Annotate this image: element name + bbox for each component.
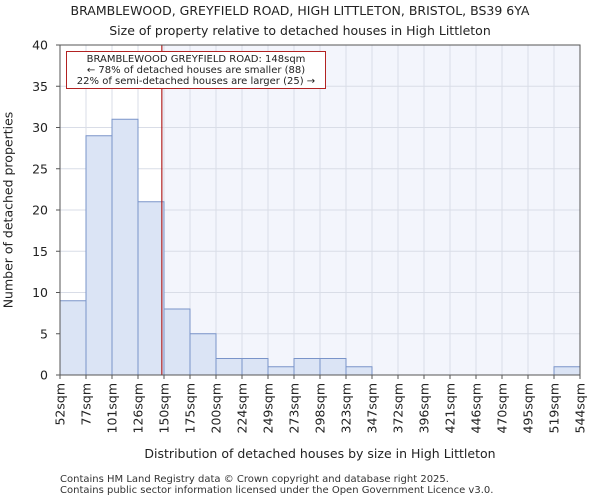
histogram-bar: [345, 366, 373, 376]
histogram-bar: [189, 333, 217, 376]
footer-line-2: Contains public sector information licen…: [60, 485, 494, 496]
histogram-bar: [553, 366, 581, 376]
property-annotation-box: BRAMBLEWOOD GREYFIELD ROAD: 148sqm ← 78%…: [66, 51, 326, 89]
chart-title: BRAMBLEWOOD, GREYFIELD ROAD, HIGH LITTLE…: [70, 3, 530, 18]
x-tick-label: 175sqm: [183, 383, 198, 433]
x-tick-label: 323sqm: [339, 383, 354, 433]
x-tick-label: 372sqm: [391, 383, 406, 433]
x-tick-label: 273sqm: [287, 383, 302, 433]
x-tick-label: 396sqm: [417, 383, 432, 433]
histogram-bar: [293, 358, 321, 376]
histogram-bar: [59, 300, 87, 376]
histogram-bar: [241, 358, 269, 376]
x-tick-label: 347sqm: [365, 383, 380, 433]
x-tick-label: 77sqm: [79, 383, 94, 426]
title-block: BRAMBLEWOOD, GREYFIELD ROAD, HIGH LITTLE…: [0, 0, 600, 41]
y-tick-label: 5: [40, 326, 48, 341]
annotation-line-1: BRAMBLEWOOD GREYFIELD ROAD: 148sqm: [86, 54, 306, 65]
x-tick-label: 126sqm: [131, 383, 146, 433]
histogram-bar: [215, 358, 243, 376]
x-axis-title: Distribution of detached houses by size …: [144, 446, 495, 461]
x-tick-label: 446sqm: [469, 383, 484, 433]
x-tick-label: 200sqm: [209, 383, 224, 433]
y-tick-label: 25: [32, 161, 48, 176]
y-tick-label: 10: [32, 285, 48, 300]
histogram-bar: [111, 118, 139, 376]
histogram-bar: [85, 135, 113, 376]
histogram-bar: [267, 366, 295, 376]
x-tick-label: 224sqm: [235, 383, 250, 433]
x-tick-label: 519sqm: [547, 383, 562, 433]
annotation-line-3: 22% of semi-detached houses are larger (…: [76, 76, 316, 87]
histogram-bar: [137, 201, 165, 376]
y-axis-title: Number of detached properties: [0, 111, 16, 309]
x-tick-label: 298sqm: [313, 383, 328, 433]
x-tick-label: 52sqm: [53, 383, 68, 426]
histogram-bar: [319, 358, 347, 376]
footer-line-1: Contains HM Land Registry data © Crown c…: [60, 474, 449, 485]
annotation-line-2: ← 78% of detached houses are smaller (88…: [86, 65, 306, 76]
x-tick-label: 495sqm: [521, 383, 536, 433]
y-tick-label: 35: [32, 79, 48, 94]
x-tick-label: 421sqm: [443, 383, 458, 433]
x-tick-label: 249sqm: [261, 383, 276, 433]
attribution-footer: Contains HM Land Registry data © Crown c…: [60, 474, 493, 496]
x-tick-label: 101sqm: [105, 383, 120, 433]
x-tick-label: 470sqm: [495, 383, 510, 433]
y-tick-label: 0: [40, 368, 48, 383]
y-tick-label: 40: [32, 38, 48, 53]
y-tick-label: 20: [32, 203, 48, 218]
x-tick-label: 150sqm: [157, 383, 172, 433]
histogram-bar: [163, 308, 191, 376]
y-tick-label: 30: [32, 120, 48, 135]
y-tick-label: 15: [32, 244, 48, 259]
chart-subtitle: Size of property relative to detached ho…: [109, 23, 491, 38]
x-tick-label: 544sqm: [573, 383, 588, 433]
